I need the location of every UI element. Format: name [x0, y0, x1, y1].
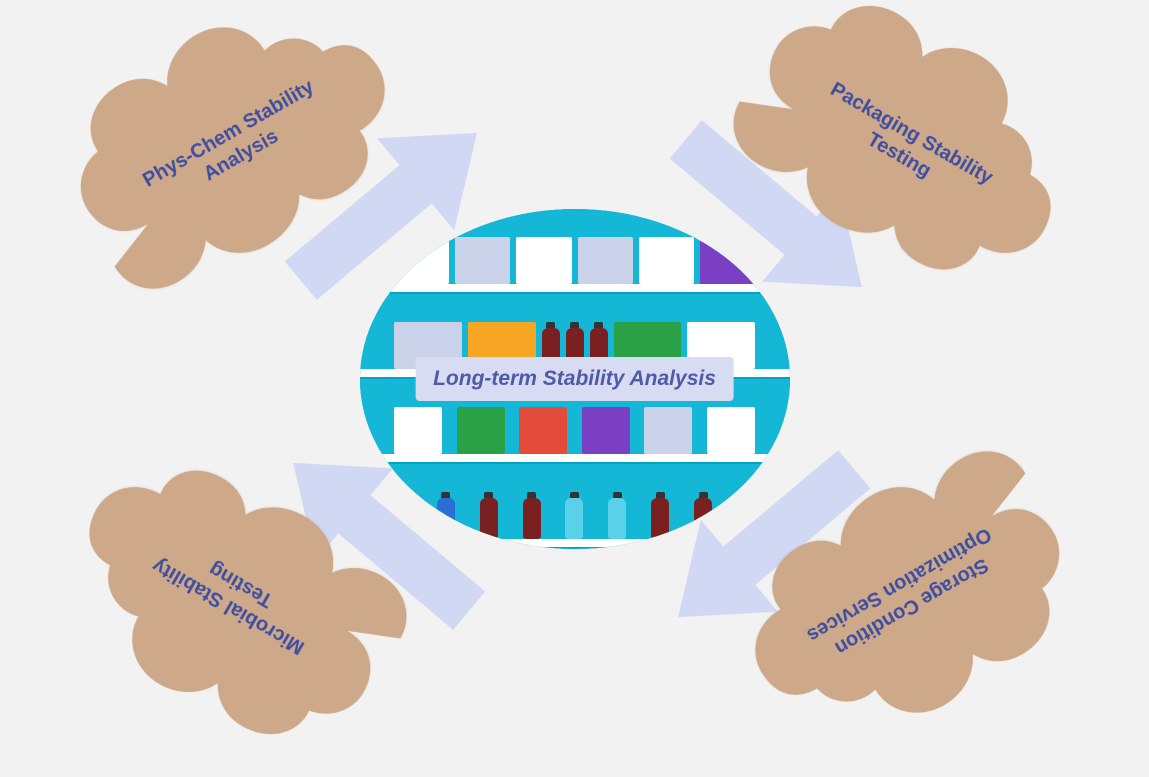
- center-label: Long-term Stability Analysis: [415, 357, 734, 401]
- center-ellipse: Long-term Stability Analysis: [360, 209, 790, 549]
